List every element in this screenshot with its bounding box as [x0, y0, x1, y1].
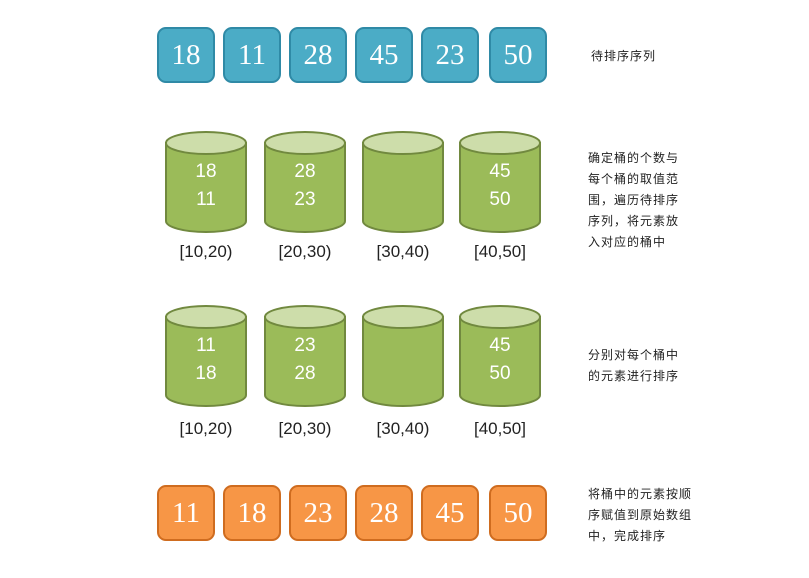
bucket-cylinder-icon	[459, 131, 541, 233]
bucket-value: 50	[489, 189, 511, 210]
bucket: 45 50	[458, 130, 542, 234]
bucket-cylinder-icon	[165, 131, 247, 233]
unsorted-item: 50	[489, 27, 547, 83]
bucket-value: 18	[195, 363, 217, 384]
bucket-cylinder-icon	[362, 305, 444, 407]
bucket: 11 18	[164, 304, 248, 408]
bucket-cylinder-icon	[264, 305, 346, 407]
bucket: 45 50	[458, 304, 542, 408]
bucket-cylinder-icon	[459, 305, 541, 407]
bucket	[361, 130, 445, 234]
bucket-range-label: [10,20)	[179, 419, 233, 438]
bucket-range-label: [10,20)	[179, 242, 233, 261]
bucket-cylinder-icon	[264, 131, 346, 233]
bucket-range-label: [40,50]	[474, 242, 526, 261]
sorted-item: 45	[421, 485, 479, 541]
bucket-range-label: [30,40)	[376, 419, 430, 438]
sorted-item: 11	[157, 485, 215, 541]
bucket-cylinder-icon	[165, 305, 247, 407]
bucket-value: 45	[489, 335, 511, 356]
step1-note: 待排序序列	[591, 49, 657, 63]
step4-note: 将桶中的元素按顺 序赋值到原始数组 中，完成排序	[588, 487, 693, 543]
bucket-range-label: [20,30)	[278, 242, 332, 261]
unsorted-item: 28	[289, 27, 347, 83]
bucket: 18 11	[164, 130, 248, 234]
sorted-item: 28	[355, 485, 413, 541]
step3-note: 分别对每个桶中 的元素进行排序	[588, 348, 680, 383]
sorted-item: 50	[489, 485, 547, 541]
bucket-range-label: [40,50]	[474, 419, 526, 438]
bucket-value: 45	[489, 161, 511, 182]
step2-note: 确定桶的个数与 每个桶的取值范 围，遍历待排序 序列，将元素放 入对应的桶中	[588, 151, 680, 249]
bucket-range-label: [20,30)	[278, 419, 332, 438]
bucket-value: 11	[196, 189, 216, 210]
bucket-value: 23	[294, 189, 316, 210]
bucket-value: 18	[195, 161, 217, 182]
sorted-item: 18	[223, 485, 281, 541]
bucket	[361, 304, 445, 408]
bucket: 28 23	[263, 130, 347, 234]
sorted-item: 23	[289, 485, 347, 541]
unsorted-item: 11	[223, 27, 281, 83]
unsorted-item: 18	[157, 27, 215, 83]
bucket-value: 28	[294, 363, 316, 384]
bucket-range-label: [30,40)	[376, 242, 430, 261]
bucket-value: 50	[489, 363, 511, 384]
bucket: 23 28	[263, 304, 347, 408]
bucket-cylinder-icon	[362, 131, 444, 233]
bucket-value: 11	[196, 335, 216, 356]
bucket-value: 28	[294, 161, 316, 182]
unsorted-item: 23	[421, 27, 479, 83]
unsorted-item: 45	[355, 27, 413, 83]
bucket-value: 23	[294, 335, 316, 356]
